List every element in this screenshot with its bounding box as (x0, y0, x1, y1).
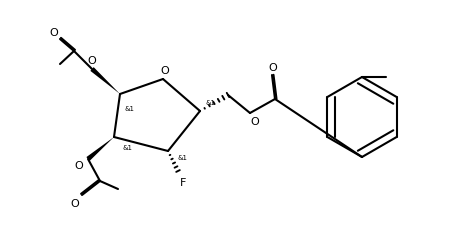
Text: &1: &1 (177, 154, 187, 160)
Text: &1: &1 (124, 106, 134, 111)
Text: O: O (50, 28, 58, 38)
Text: F: F (180, 177, 186, 187)
Text: O: O (71, 198, 79, 208)
Text: &1: &1 (206, 100, 216, 106)
Text: &1: &1 (122, 144, 132, 150)
Text: O: O (251, 116, 259, 126)
Polygon shape (87, 137, 114, 161)
Text: O: O (161, 66, 170, 76)
Text: O: O (269, 63, 277, 73)
Text: O: O (74, 160, 83, 170)
Text: O: O (87, 56, 97, 66)
Polygon shape (90, 68, 120, 95)
